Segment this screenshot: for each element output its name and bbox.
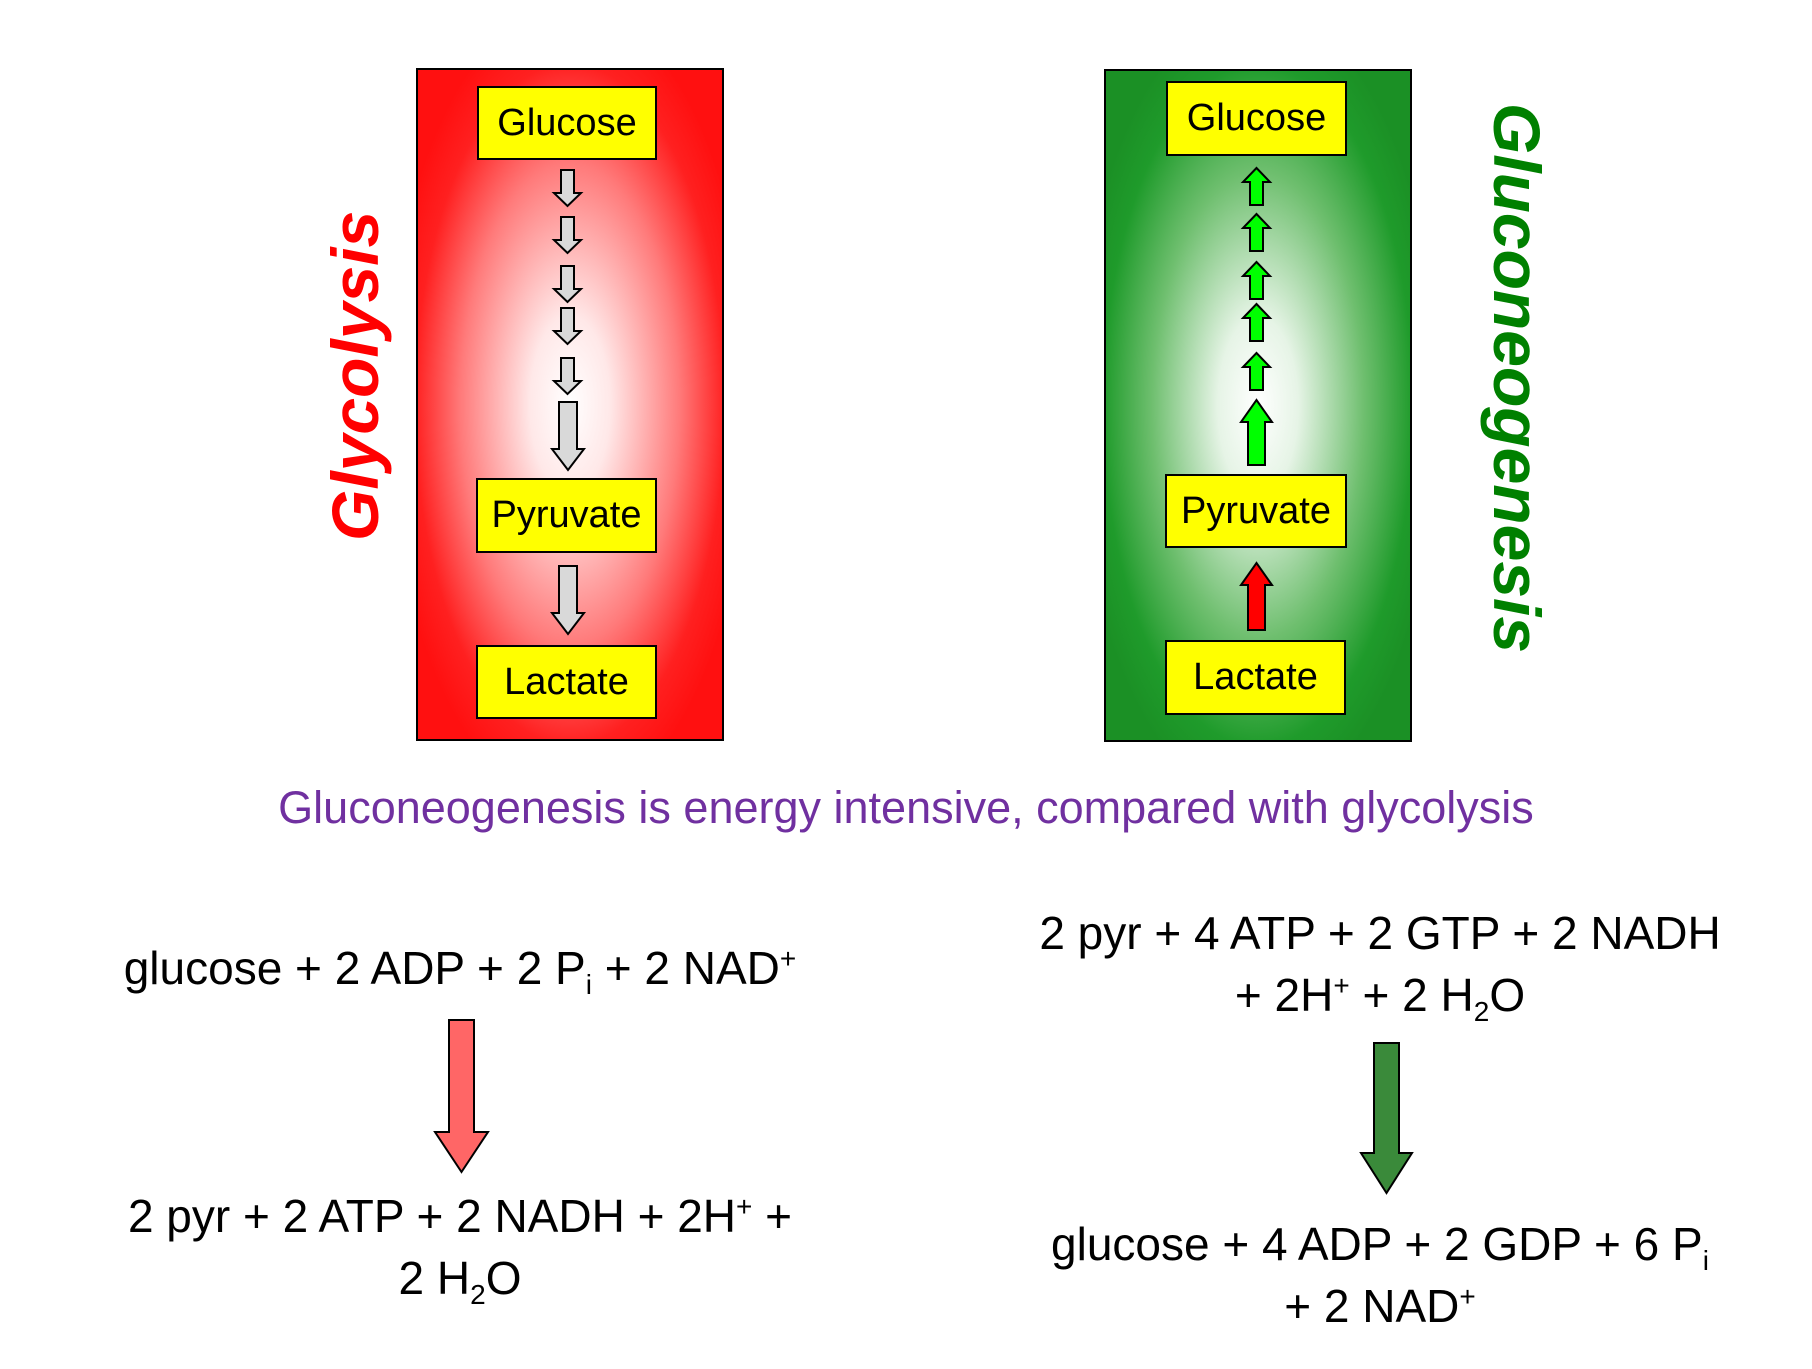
gluconeogenesis-step-arrow-2 xyxy=(1240,212,1273,252)
glycolysis-reaction-arrow xyxy=(433,1019,490,1174)
eq-text: O xyxy=(485,1252,522,1304)
glycolysis-pyruvate-box: Pyruvate xyxy=(476,478,657,553)
glycolysis-products-equation: 2 pyr + 2 ATP + 2 NADH + 2H+ + 2 H2O xyxy=(60,1185,860,1309)
glycolysis-glucose-box: Glucose xyxy=(477,86,657,160)
eq-text: O xyxy=(1489,969,1526,1021)
eq-text: glucose + 2 ADP + 2 P xyxy=(123,942,586,994)
gluconeogenesis-step-arrow-5 xyxy=(1240,351,1273,391)
eq-line-2: 2 H2O xyxy=(60,1247,860,1309)
gluconeogenesis-reaction-arrow xyxy=(1359,1042,1414,1195)
eq-line-1: 2 pyr + 4 ATP + 2 GTP + 2 NADH xyxy=(1039,907,1721,959)
eq-subscript: 2 xyxy=(1473,996,1490,1027)
eq-subscript: i xyxy=(1702,1245,1709,1276)
lactate-to-pyruvate-arrow xyxy=(1239,561,1274,631)
gluconeogenesis-step-arrow-3 xyxy=(1240,260,1273,300)
gluconeogenesis-glucose-box: Glucose xyxy=(1166,81,1347,156)
eq-text: + 2 H xyxy=(1349,969,1474,1021)
gluconeogenesis-pyruvate-box: Pyruvate xyxy=(1165,474,1347,548)
glycolysis-step-arrow-5 xyxy=(551,357,584,396)
eq-text: + xyxy=(752,1190,793,1242)
eq-subscript: i xyxy=(585,969,592,1000)
eq-superscript: + xyxy=(779,943,797,974)
glycolysis-step-arrow-1 xyxy=(551,169,584,208)
eq-text: glucose + 4 ADP + 2 GDP + 6 P xyxy=(1051,1218,1703,1270)
eq-subscript: 2 xyxy=(470,1279,486,1310)
eq-text: 2 pyr + 2 ATP + 2 NADH + 2H xyxy=(127,1190,737,1242)
eq-line-2: + 2 NAD+ xyxy=(980,1275,1780,1337)
eq-line-1: 2 pyr + 2 ATP + 2 NADH + 2H+ + xyxy=(60,1185,860,1247)
pyruvate-to-lactate-arrow xyxy=(549,565,587,636)
gluconeogenesis-reactants-equation: 2 pyr + 4 ATP + 2 GTP + 2 NADH + 2H+ + 2… xyxy=(980,902,1780,1026)
gluconeogenesis-lactate-box: Lactate xyxy=(1165,640,1346,715)
eq-line-1: glucose + 4 ADP + 2 GDP + 6 Pi xyxy=(980,1213,1780,1275)
glycolysis-lactate-box: Lactate xyxy=(476,645,657,719)
glycolysis-step-arrow-3 xyxy=(551,265,584,304)
gluconeogenesis-products-equation: glucose + 4 ADP + 2 GDP + 6 Pi + 2 NAD+ xyxy=(980,1213,1780,1337)
caption: Gluconeogenesis is energy intensive, com… xyxy=(278,782,1534,833)
eq-text: + 2 NAD xyxy=(591,942,780,994)
glycolysis-long-arrow xyxy=(549,401,587,472)
eq-text: 2 H xyxy=(398,1252,471,1304)
gluconeogenesis-step-arrow-1 xyxy=(1240,166,1273,206)
gluconeogenesis-long-arrow xyxy=(1239,398,1274,466)
eq-superscript: + xyxy=(736,1191,753,1222)
eq-superscript: + xyxy=(1459,1281,1476,1312)
eq-line-2: + 2H+ + 2 H2O xyxy=(980,964,1780,1026)
eq-text: + 2 NAD xyxy=(1284,1280,1460,1332)
glycolysis-step-arrow-4 xyxy=(551,307,584,346)
glycolysis-reactants-equation: glucose + 2 ADP + 2 Pi + 2 NAD+ xyxy=(60,937,860,999)
gluconeogenesis-step-arrow-4 xyxy=(1240,302,1273,342)
eq-superscript: + xyxy=(1333,970,1350,1001)
glycolysis-step-arrow-2 xyxy=(551,216,584,255)
eq-text: + 2H xyxy=(1234,969,1334,1021)
